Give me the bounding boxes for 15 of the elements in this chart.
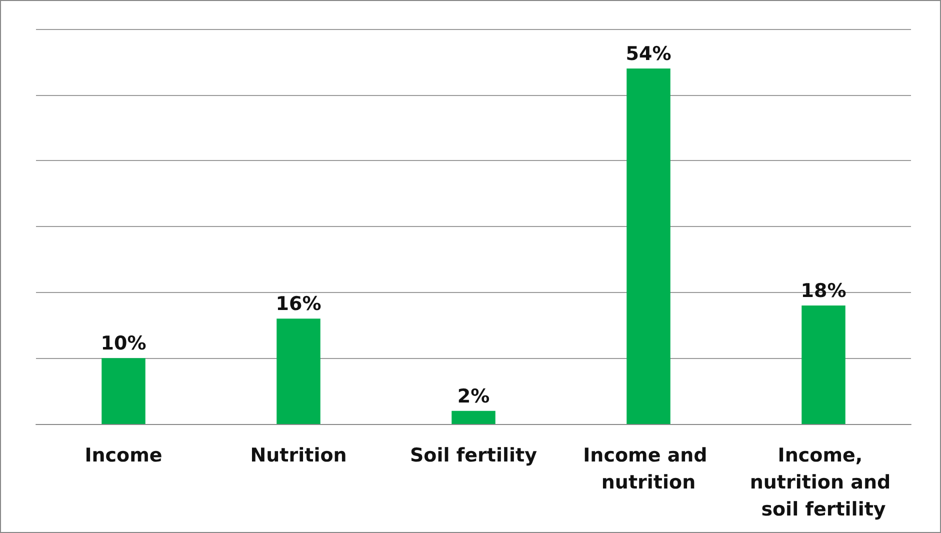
x-tick-label: Income, nutrition and soil fertility <box>750 444 898 520</box>
data-label: 16% <box>276 293 322 316</box>
x-tick-label: Income and nutrition <box>583 444 714 494</box>
bar <box>626 68 670 424</box>
data-label: 54% <box>626 43 672 65</box>
data-label: 18% <box>800 280 846 302</box>
x-tick-label: Income <box>84 444 162 466</box>
bar <box>802 306 846 424</box>
x-tick-label: Soil fertility <box>410 444 538 466</box>
data-label: 2% <box>457 385 490 408</box>
x-tick-label: Nutrition <box>250 444 347 466</box>
data-label: 10% <box>100 332 146 355</box>
bar <box>452 410 496 424</box>
bar <box>102 358 146 424</box>
bar <box>276 318 320 424</box>
